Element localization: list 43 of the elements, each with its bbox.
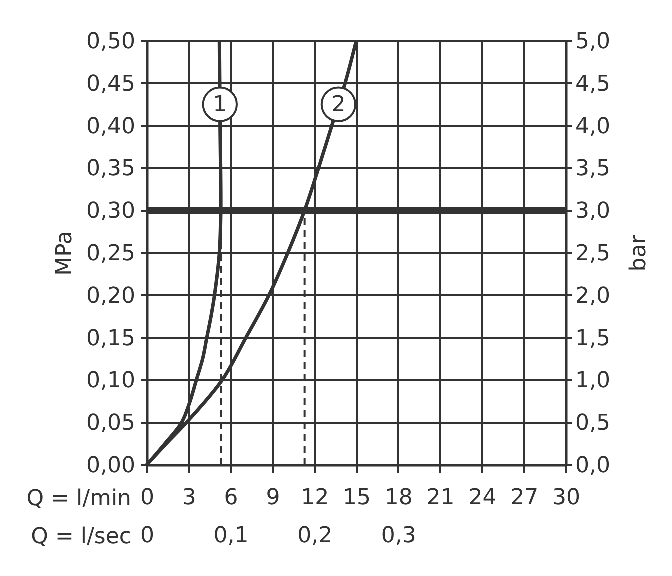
x-tick-label: 15 (343, 486, 371, 510)
y-tick-label: 0,05 (86, 411, 136, 436)
y2-tick-label: 3,0 (576, 199, 610, 224)
x-tick-label: 9 (266, 486, 280, 510)
x-tick-label: 12 (301, 486, 330, 510)
x-axis-title: Q = l/min (26, 486, 132, 512)
x2-tick-label: 0,1 (214, 524, 249, 548)
y2-tick-label: 2,0 (576, 284, 610, 309)
y-tick-label: 0,15 (86, 326, 136, 352)
y2-tick-label: 0,0 (576, 454, 610, 478)
y-tick-label: 0,35 (86, 156, 136, 182)
y-tick-label: 0,40 (86, 114, 136, 140)
y-axis-title: MPa (52, 231, 78, 276)
series-label: 1 (213, 92, 228, 118)
y-tick-label: 0,45 (86, 72, 136, 97)
y2-tick-label: 1,0 (576, 368, 610, 394)
x2-tick-label: 0,3 (381, 524, 416, 548)
y2-axis-title: bar (626, 234, 652, 272)
y-tick-label: 0,20 (86, 284, 136, 309)
y-tick-label: 0,30 (86, 199, 136, 224)
x2-axis-title: Q = l/sec (31, 524, 132, 550)
y2-tick-label: 5,0 (576, 30, 610, 54)
x-tick-label: 24 (468, 486, 497, 510)
y-tick-label: 0,10 (86, 368, 136, 394)
y-tick-label: 0,50 (86, 30, 136, 54)
x-tick-label: 18 (384, 486, 413, 510)
x-tick-label: 30 (552, 486, 580, 510)
x-tick-label: 3 (182, 486, 196, 510)
y2-tick-label: 4,0 (576, 114, 610, 140)
x-tick-label: 0 (140, 486, 154, 510)
y2-tick-label: 4,5 (576, 72, 610, 97)
y2-tick-label: 0,5 (576, 411, 610, 436)
y2-tick-label: 3,5 (576, 156, 610, 182)
y-tick-label: 0,25 (86, 242, 136, 266)
y2-tick-label: 2,5 (576, 242, 610, 266)
x2-tick-label: 0 (140, 524, 154, 548)
x-tick-label: 27 (510, 486, 539, 510)
x2-tick-label: 0,2 (298, 524, 333, 548)
x-tick-label: 21 (426, 486, 455, 510)
x-tick-label: 6 (224, 486, 238, 510)
y2-tick-label: 1,5 (576, 326, 610, 352)
y-tick-label: 0,00 (86, 454, 136, 478)
series-label: 2 (332, 92, 346, 118)
